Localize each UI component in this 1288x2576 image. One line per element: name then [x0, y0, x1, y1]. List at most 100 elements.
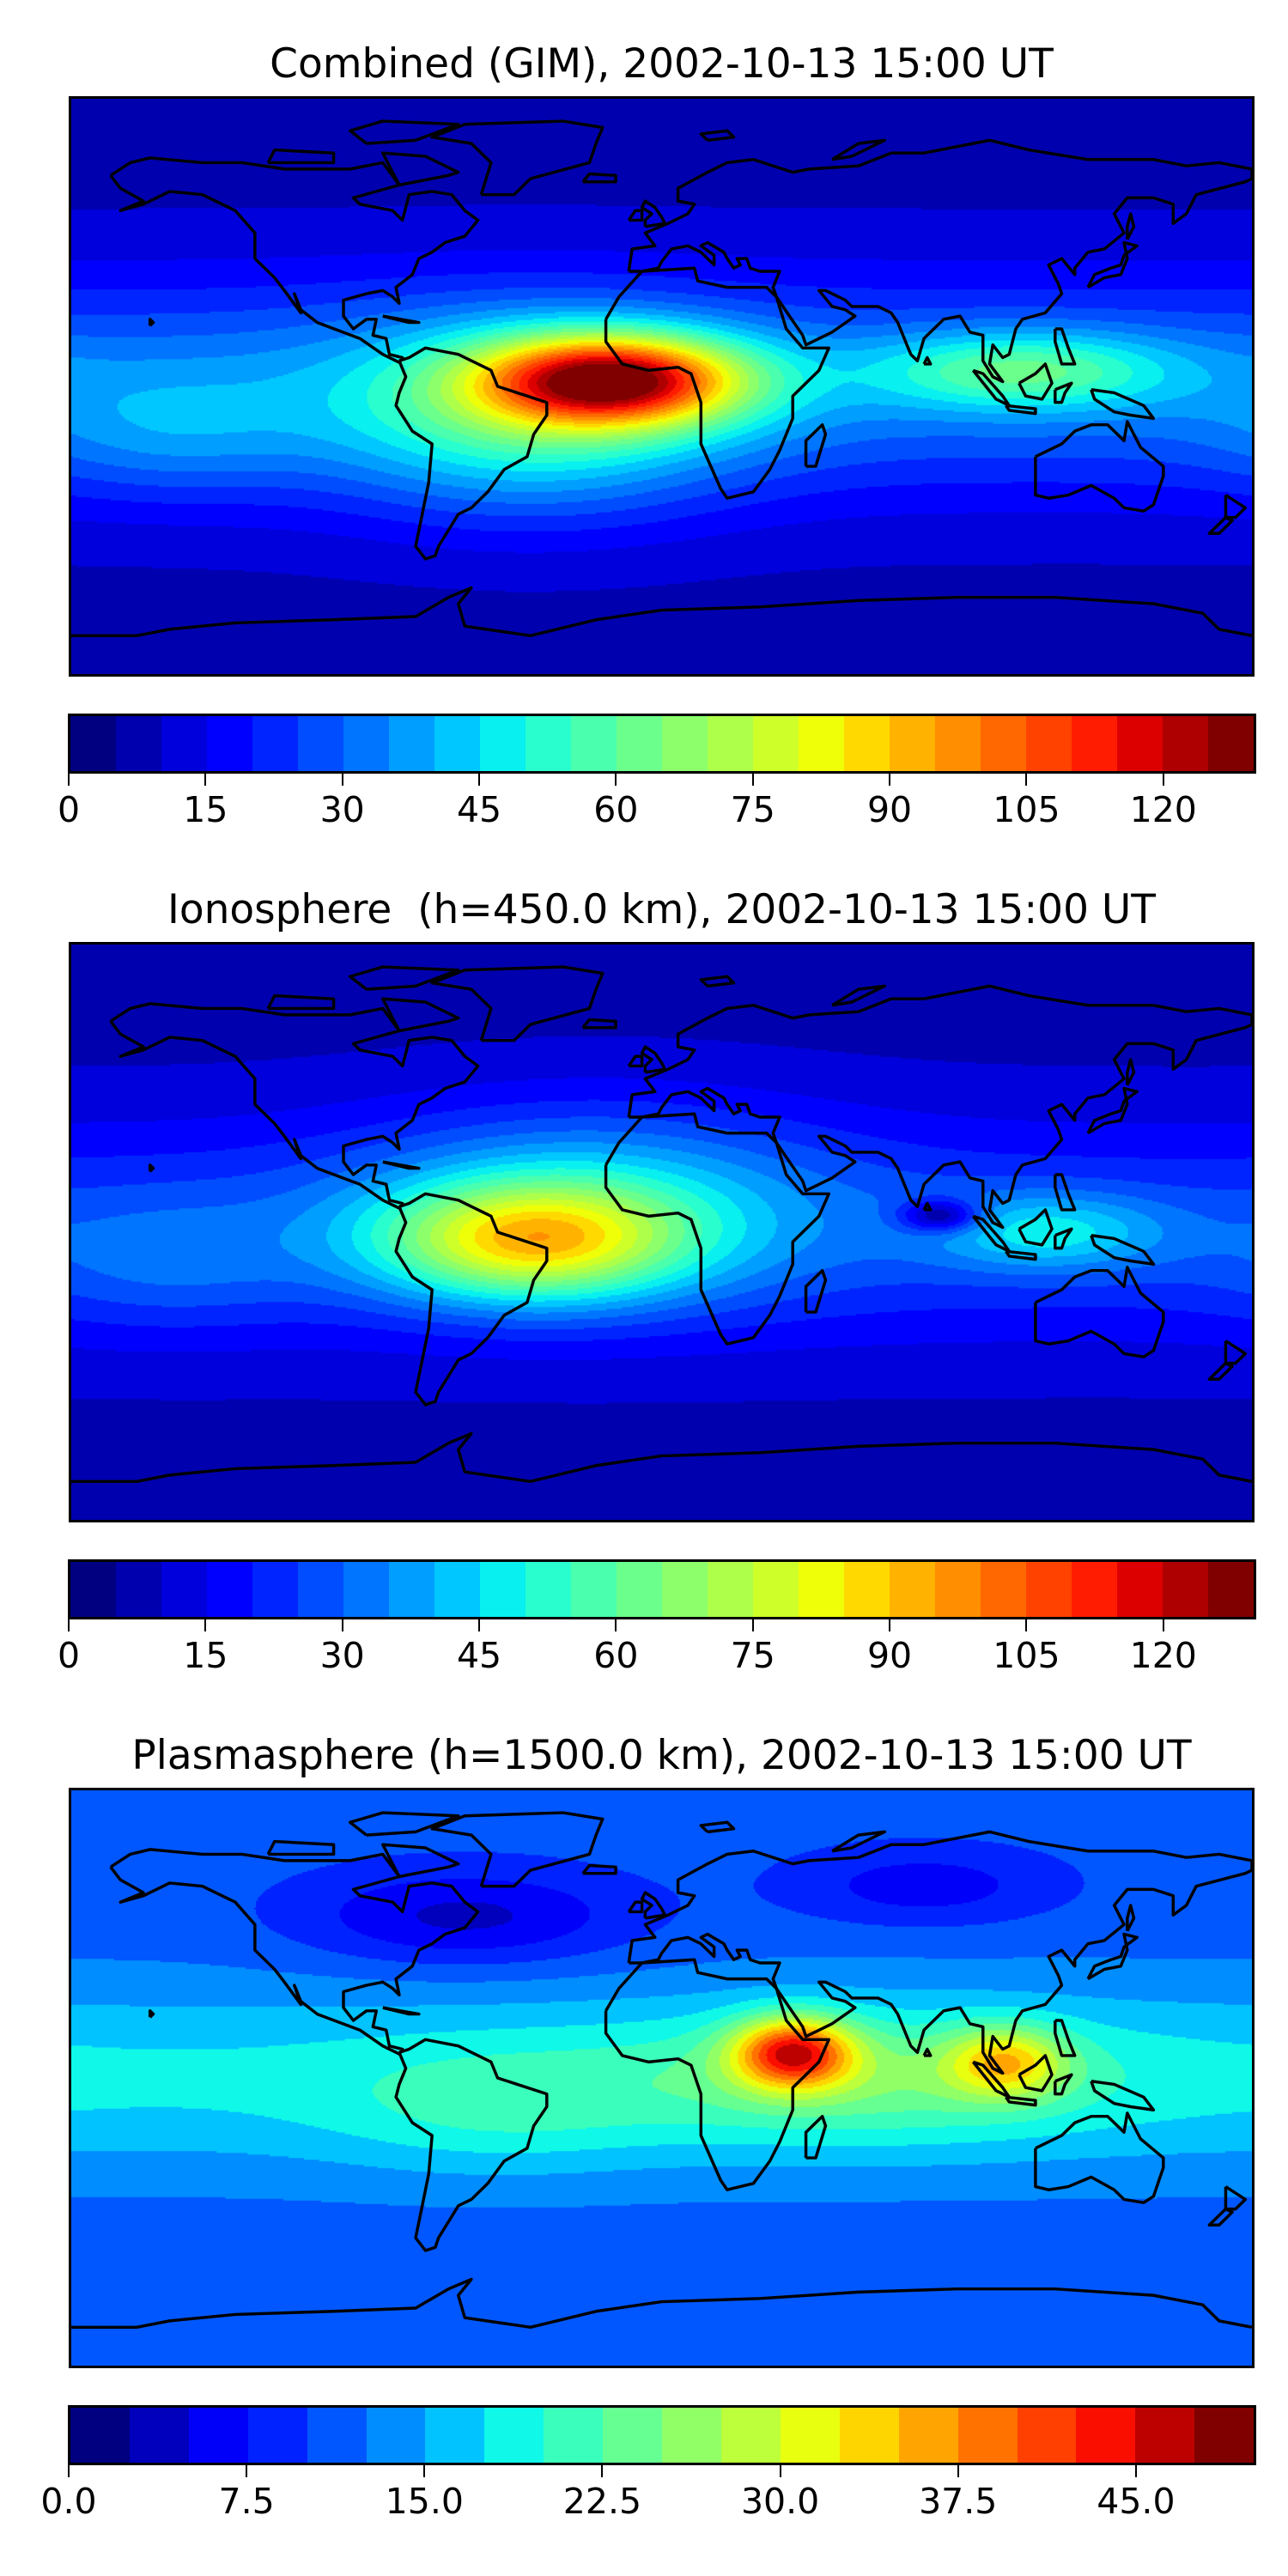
colorbar-level-5 [298, 1562, 343, 1617]
colorbar-tick-label: 120 [1129, 1635, 1197, 1676]
tec-contour-field [71, 945, 1252, 1520]
colorbar-tick-mark [615, 774, 617, 786]
coastlines [71, 965, 1252, 1484]
colorbar-tick-label: 22.5 [562, 2481, 642, 2522]
coastline-segment [1054, 327, 1077, 366]
colorbar-level-23 [1117, 716, 1163, 771]
colorbar-level-3 [207, 716, 252, 771]
colorbar-level-16 [799, 716, 844, 771]
coastline-segment [348, 119, 460, 145]
colorbar-tick-mark [204, 774, 207, 786]
coastline-segment [1034, 1266, 1165, 1358]
colorbar-level-9 [603, 2408, 663, 2463]
colorbar-level-17 [844, 1562, 890, 1617]
colorbar-tick-mark [68, 774, 70, 786]
coastline-segment [1018, 362, 1054, 401]
coastlines [71, 119, 1252, 638]
colorbar-level-13 [839, 2408, 899, 2463]
colorbar-level-4 [307, 2408, 367, 2463]
colorbar-level-14 [708, 716, 753, 771]
coastline-segment [1054, 1227, 1073, 1250]
colorbar-level-24 [1163, 1562, 1208, 1617]
colorbar-level-0 [70, 2408, 130, 2463]
colorbar-level-9 [480, 1562, 526, 1617]
colorbar-tick-label: 105 [993, 789, 1060, 830]
coastline-segment [627, 1054, 644, 1068]
coastline-segment [699, 129, 736, 143]
colorbar-level-15 [957, 2408, 1018, 2463]
colorbar-level-10 [526, 716, 571, 771]
colorbar-tick-mark [246, 2465, 248, 2477]
colorbar-level-12 [617, 1562, 662, 1617]
panel-title-combined: Combined (GIM), 2002-10-13 15:00 UT [270, 40, 1054, 88]
colorbar-tick-label: 90 [866, 789, 913, 830]
coastline-segment [922, 1201, 933, 1212]
tec-contour-field [71, 1790, 1252, 2366]
colorbar-level-15 [753, 716, 799, 771]
colorbar-tick-mark [1162, 774, 1164, 786]
colorbar-level-22 [1072, 716, 1117, 771]
coastline-segment [266, 993, 336, 1011]
coastline-segment [831, 138, 887, 161]
colorbar-ticks-combined: 0 15 30 45 60 75 90 105 120 [58, 774, 1255, 851]
colorbar-tick-label: 15 [183, 789, 228, 830]
coastline-segment [382, 1160, 421, 1170]
coastline-segment [1224, 2185, 1248, 2211]
colorbar-level-7 [389, 716, 434, 771]
colorbar-level-8 [434, 1562, 480, 1617]
colorbar-level-2 [161, 716, 207, 771]
panel-title-plasmasphere: Plasmasphere (h=1500.0 km), 2002-10-13 1… [131, 1732, 1192, 1779]
coastline-segment [1086, 1086, 1139, 1135]
colorbar-combined [68, 714, 1256, 774]
colorbar-level-2 [161, 1562, 207, 1617]
colorbar-level-21 [1026, 716, 1072, 771]
colorbar-tick-mark [68, 2465, 70, 2477]
colorbar-level-19 [935, 1562, 981, 1617]
colorbar-level-17 [1076, 2408, 1136, 2463]
coastline-segment [71, 586, 1252, 638]
colorbar-tick-label: 37.5 [919, 2481, 998, 2522]
coastline-segment [640, 199, 667, 228]
colorbar-level-7 [389, 1562, 434, 1617]
colorbar-level-12 [617, 716, 662, 771]
colorbar-tick-label: 15.0 [385, 2481, 464, 2522]
coastline-segment [1054, 2019, 1077, 2057]
coastline-segment [1018, 2054, 1054, 2093]
coastline-segment [1086, 1932, 1139, 1981]
colorbar-level-16 [799, 1562, 844, 1617]
colorbar-level-23 [1117, 1562, 1163, 1617]
coastline-segment [581, 1018, 617, 1030]
colorbar-level-1 [129, 2408, 189, 2463]
coastline-segment [109, 156, 480, 364]
colorbar-tick-label: 30 [319, 1635, 365, 1676]
colorbar-tick-mark [423, 2465, 426, 2477]
colorbar-level-4 [252, 716, 298, 771]
colorbar-level-3 [247, 2408, 307, 2463]
colorbar-tick-label: 7.5 [218, 2481, 275, 2522]
colorbar-level-9 [480, 716, 526, 771]
coastline-segment [581, 1863, 617, 1875]
coastline-segment [1224, 1340, 1248, 1365]
coastline-segment [640, 1891, 667, 1920]
coastline-segment [382, 314, 421, 325]
coastline-segment [640, 1045, 667, 1074]
coastline-segment [627, 1830, 1252, 2075]
colorbar-level-5 [298, 716, 343, 771]
coastline-segment [1086, 240, 1139, 289]
colorbar-level-10 [662, 2408, 721, 2463]
colorbar-level-0 [70, 716, 116, 771]
coastline-segment [922, 2047, 933, 2057]
coastline-segment [148, 318, 155, 327]
colorbar-tick-mark [478, 1619, 481, 1631]
colorbar-tick-label: 60 [593, 789, 639, 830]
coastline-segment [1207, 2208, 1234, 2227]
coastline-segment [109, 1848, 480, 2056]
colorbar-tick-mark [1025, 774, 1028, 786]
colorbar-tick-mark [601, 2465, 604, 2477]
colorbar-level-18 [890, 1562, 935, 1617]
coastline-segment [581, 172, 617, 184]
colorbar-level-10 [526, 1562, 571, 1617]
coastline-segment [1224, 494, 1248, 519]
colorbar-tick-mark [68, 1619, 70, 1631]
colorbar-tick-label: 60 [593, 1635, 639, 1676]
